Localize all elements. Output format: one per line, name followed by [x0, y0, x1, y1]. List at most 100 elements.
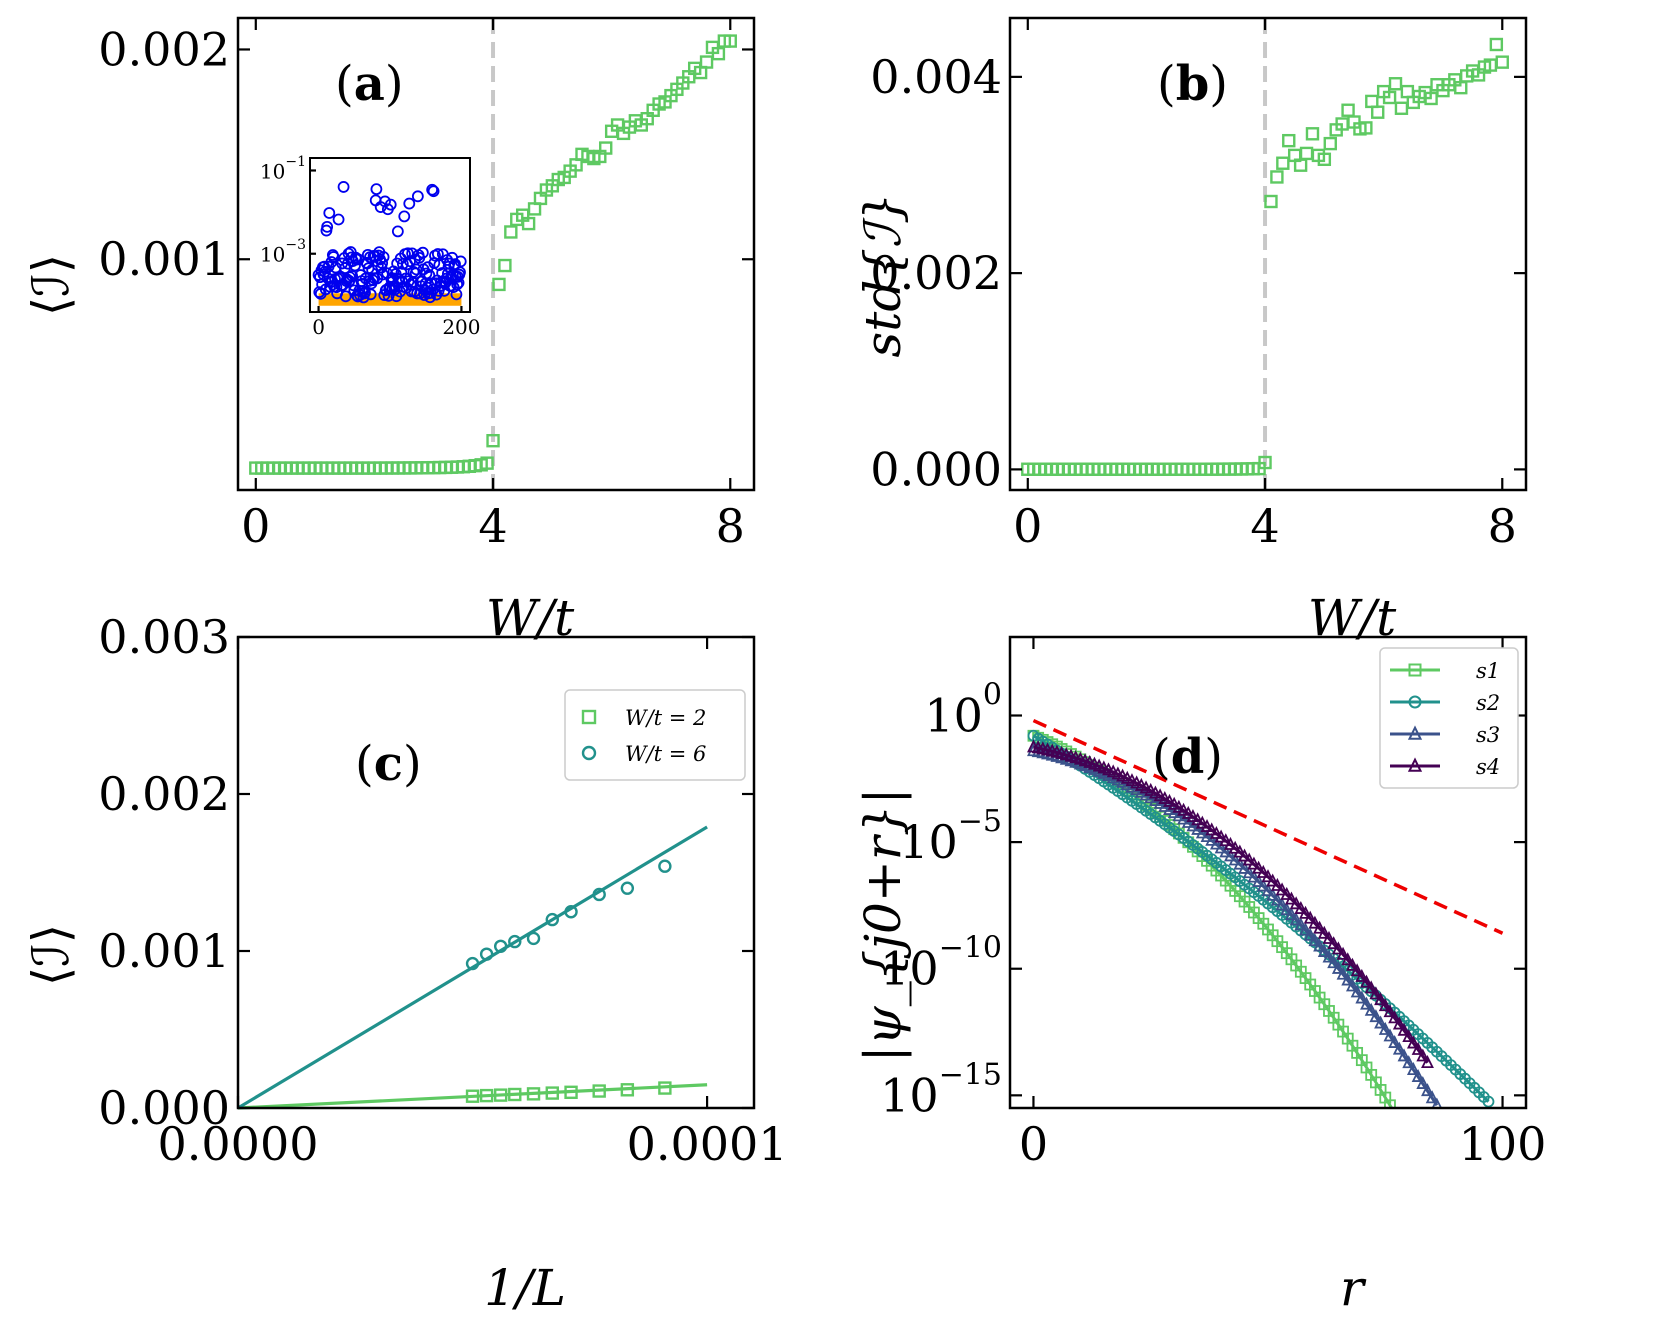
inset-point: [384, 198, 397, 211]
data-point: [658, 859, 672, 873]
y-tick-label: 10−15: [880, 1057, 1002, 1122]
series-point: [1416, 1075, 1430, 1089]
data-point: [1400, 84, 1415, 99]
y-tick-label: 0.001: [98, 924, 230, 978]
series-point: [1238, 848, 1251, 862]
data-point: [1359, 121, 1373, 135]
series-point: [1233, 856, 1247, 870]
inset-point: [416, 246, 429, 259]
x-tick-label: 0.0001: [627, 1117, 788, 1171]
series-point: [1388, 1010, 1402, 1024]
series-point: [1177, 802, 1191, 816]
series-point: [1247, 856, 1261, 870]
series-point: [1322, 949, 1336, 963]
legend-marker: [1408, 695, 1422, 709]
data-point: [508, 1087, 522, 1102]
data-point: [508, 934, 522, 949]
data-point: [486, 434, 500, 448]
series-point: [1308, 915, 1322, 929]
series-point: [1275, 897, 1289, 911]
series-point: [1397, 1022, 1411, 1036]
panel-d-ticks: 0 100 100 10−5 10−10 10−15: [880, 637, 1546, 1171]
series-point: [1294, 900, 1308, 914]
panel-a-frame: [236, 16, 756, 492]
panel-b-xlabel: W/t: [1308, 589, 1397, 647]
series-point: [1200, 829, 1214, 843]
y-tick-label: 100: [924, 678, 1002, 743]
inset-point: [337, 181, 350, 193]
series-point: [1158, 790, 1172, 804]
series-point: [1313, 938, 1327, 952]
data-point: [480, 456, 494, 470]
series-point: [1266, 887, 1280, 901]
panel-a-ticks: 0 4 8 0.001 0.002: [98, 18, 754, 553]
x-tick-label: 8: [1488, 499, 1517, 553]
series-point: [1181, 805, 1195, 819]
data-point: [1382, 90, 1397, 105]
panel-b-ticks: 0 4 8 0.000 0.002 0.004: [870, 18, 1526, 553]
series-point: [1341, 972, 1355, 986]
series-point: [1341, 952, 1355, 966]
series-point: [1294, 917, 1308, 931]
y-tick-label: 0.002: [98, 22, 230, 76]
panel-c-ylabel: ⟨ℐ⟩: [22, 924, 80, 987]
series-point: [1191, 821, 1205, 835]
panel-b: 0 4 8 0.000 0.002 0.004 (b) W/t std{ℐ}: [854, 16, 1528, 647]
data-point: [493, 1088, 508, 1102]
legend-box: [564, 689, 746, 781]
series-point: [1406, 1062, 1420, 1076]
panel-d-legend: s1 s2 s3 s4: [1379, 647, 1519, 789]
series-point: [1247, 869, 1261, 883]
series-point: [1369, 1009, 1383, 1023]
series-point: [1350, 984, 1364, 998]
inset-point: [376, 257, 389, 269]
inset-point: [349, 259, 361, 272]
inset-point: [426, 183, 439, 196]
data-point: [1276, 156, 1290, 170]
panel-c-label: (c): [355, 736, 422, 792]
legend-marker: [1408, 663, 1422, 677]
series-point: [1163, 793, 1176, 807]
series-point: [1280, 902, 1294, 916]
x-tick-label: 8: [716, 499, 745, 553]
legend-label: s4: [1476, 755, 1500, 779]
data-point: [1495, 55, 1509, 69]
series-point: [1392, 1041, 1406, 1055]
series-point: [1308, 933, 1322, 947]
data-point: [1258, 455, 1272, 470]
series-point: [1331, 960, 1345, 974]
series-point: [1421, 1055, 1434, 1069]
series-point: [1228, 852, 1242, 866]
series-point: [1200, 818, 1214, 832]
data-point: [599, 141, 613, 155]
inset-point: [370, 183, 383, 196]
data-point: [1394, 101, 1409, 115]
series-point: [1219, 844, 1233, 858]
series-point: [1209, 825, 1223, 839]
series-point: [1317, 943, 1331, 957]
panel-a-ylabel: ⟨ℐ⟩: [22, 254, 80, 317]
panel-c-legend: W/t = 2 W/t = 6: [564, 689, 746, 781]
series-point: [1383, 1004, 1397, 1018]
legend-label: s2: [1476, 691, 1500, 715]
series-point: [1233, 844, 1247, 858]
panel-d-xlabel: r: [1340, 1259, 1367, 1317]
series-point: [1270, 877, 1284, 891]
series-point: [1388, 1107, 1401, 1108]
series-point: [1322, 930, 1336, 944]
legend-marker: [1407, 725, 1423, 740]
panel-b-frame: [1008, 16, 1528, 492]
inset-point: [454, 255, 467, 268]
series-line: [1032, 734, 1394, 1108]
series-point: [1299, 922, 1312, 936]
panel-a-label: (a): [335, 56, 404, 112]
series-point: [1355, 990, 1369, 1004]
data-point: [620, 1083, 635, 1097]
reference-dashed-line: [1032, 718, 1504, 935]
series-point: [1378, 998, 1392, 1012]
inset-point: [410, 263, 423, 276]
series-point: [1289, 896, 1303, 910]
data-point: [699, 55, 714, 69]
data-point: [521, 216, 536, 231]
